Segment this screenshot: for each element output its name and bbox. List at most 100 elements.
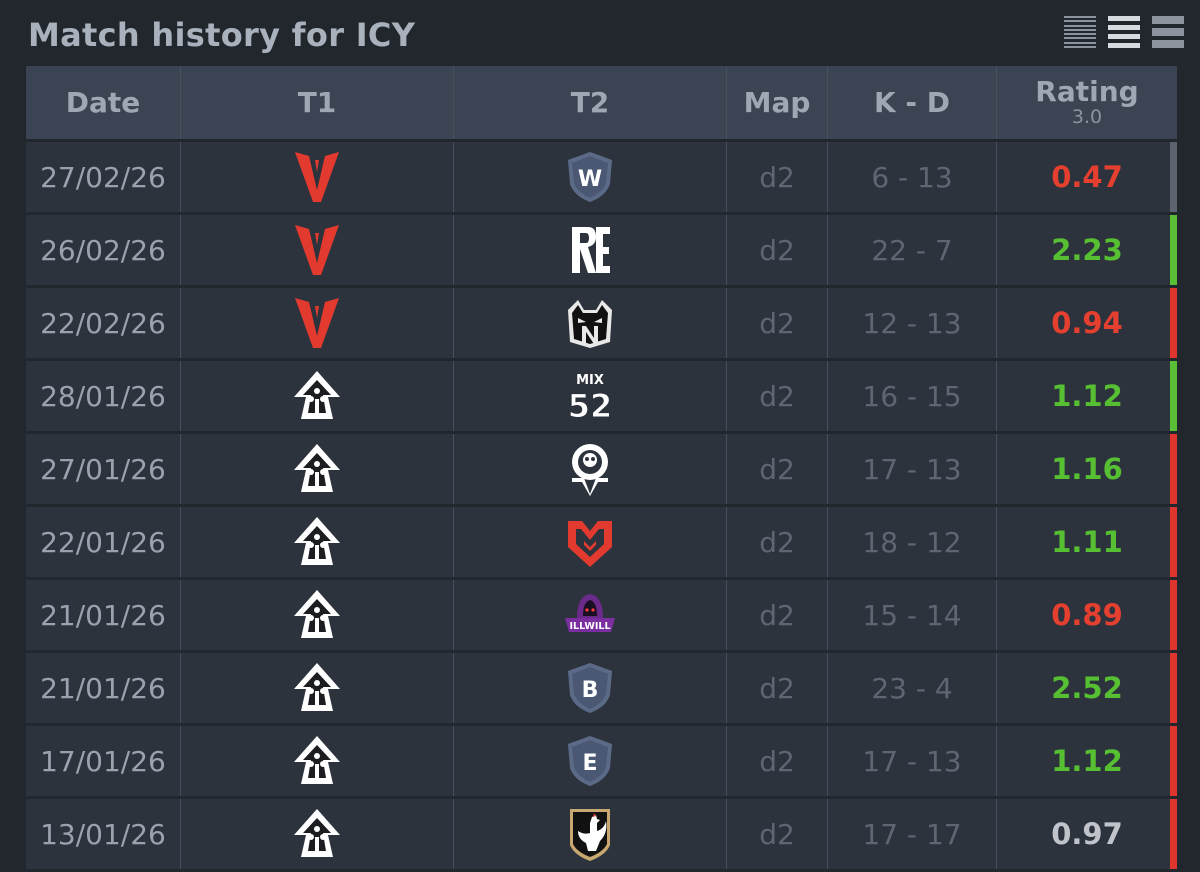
match-kd: 17 - 13 <box>828 434 996 504</box>
svg-text:B: B <box>582 678 599 703</box>
match-rating: 1.11 <box>1051 525 1123 559</box>
match-date: 21/01/26 <box>26 653 180 723</box>
t2-logo-cell[interactable] <box>454 799 726 869</box>
table-row[interactable]: 26/02/26 d2 22 - 7 2.23 <box>26 215 1177 285</box>
column-header-t2: T2 <box>454 66 726 139</box>
v-team-logo <box>293 223 341 277</box>
match-date: 27/02/26 <box>26 142 180 212</box>
column-header-kd[interactable]: K - D <box>828 66 996 139</box>
spade-team-logo <box>291 807 343 861</box>
svg-text:ILLWILL: ILLWILL <box>569 621 610 632</box>
omega-skull-logo <box>566 442 614 496</box>
match-kd: 15 - 14 <box>828 580 996 650</box>
match-rating: 0.89 <box>1051 598 1123 632</box>
t2-logo-cell[interactable] <box>454 288 726 358</box>
t1-logo-cell[interactable] <box>181 215 453 285</box>
t2-logo-cell[interactable]: MIX 52 <box>454 361 726 431</box>
match-date: 13/01/26 <box>26 799 180 869</box>
match-map: d2 <box>727 361 827 431</box>
match-rating: 2.52 <box>1051 671 1123 705</box>
rating-cell: 2.23 <box>997 215 1177 285</box>
normal-view-icon[interactable] <box>1108 16 1140 48</box>
match-kd: 17 - 13 <box>828 726 996 796</box>
match-map: d2 <box>727 799 827 869</box>
table-row[interactable]: 21/01/26 ILLWILL d2 15 - 14 0.89 <box>26 580 1177 650</box>
match-date: 17/01/26 <box>26 726 180 796</box>
result-indicator-bar <box>1170 142 1177 212</box>
match-date: 27/01/26 <box>26 434 180 504</box>
match-kd: 12 - 13 <box>828 288 996 358</box>
mix52-logo: MIX 52 <box>563 369 617 423</box>
match-map: d2 <box>727 580 827 650</box>
result-indicator-bar <box>1170 215 1177 285</box>
view-toggle-group <box>1064 16 1184 48</box>
rating-cell: 1.11 <box>997 507 1177 577</box>
spade-team-logo <box>291 734 343 788</box>
e-shield-logo: E <box>566 734 614 788</box>
t1-logo-cell[interactable] <box>181 653 453 723</box>
t2-logo-cell[interactable] <box>454 434 726 504</box>
t1-logo-cell[interactable] <box>181 507 453 577</box>
rating-header-label: Rating <box>1035 75 1139 108</box>
match-map: d2 <box>727 653 827 723</box>
match-history-table: Date T1 T2 Map K - D Rating 3.0 27/02/26… <box>26 66 1177 872</box>
match-rating: 0.94 <box>1051 306 1123 340</box>
rating-cell: 0.47 <box>997 142 1177 212</box>
column-header-t1: T1 <box>181 66 453 139</box>
match-rating: 1.16 <box>1051 452 1123 486</box>
result-indicator-bar <box>1170 507 1177 577</box>
match-map: d2 <box>727 726 827 796</box>
t2-logo-cell[interactable]: ILLWILL <box>454 580 726 650</box>
svg-text:E: E <box>582 751 597 776</box>
large-view-icon[interactable] <box>1152 16 1184 48</box>
t2-logo-cell[interactable]: W <box>454 142 726 212</box>
t1-logo-cell[interactable] <box>181 361 453 431</box>
match-rating: 0.97 <box>1051 817 1123 851</box>
result-indicator-bar <box>1170 653 1177 723</box>
t2-logo-cell[interactable]: B <box>454 653 726 723</box>
table-row[interactable]: 22/01/26 d2 18 - 12 1.11 <box>26 507 1177 577</box>
result-indicator-bar <box>1170 726 1177 796</box>
table-row[interactable]: 28/01/26 MIX 52 d2 16 - 15 1.12 <box>26 361 1177 431</box>
t2-logo-cell[interactable]: E <box>454 726 726 796</box>
t1-logo-cell[interactable] <box>181 142 453 212</box>
rating-cell: 1.12 <box>997 726 1177 796</box>
match-date: 22/01/26 <box>26 507 180 577</box>
table-row[interactable]: 13/01/26 d2 17 - 17 0.97 <box>26 799 1177 869</box>
column-header-rating[interactable]: Rating 3.0 <box>997 66 1177 139</box>
illwill-logo: ILLWILL <box>563 588 617 642</box>
table-row[interactable]: 27/01/26 d2 17 - 13 1.16 <box>26 434 1177 504</box>
t1-logo-cell[interactable] <box>181 434 453 504</box>
t1-logo-cell[interactable] <box>181 580 453 650</box>
rating-version-label: 3.0 <box>1071 106 1103 128</box>
match-date: 28/01/26 <box>26 361 180 431</box>
rating-cell: 1.12 <box>997 361 1177 431</box>
page-title: Match history for ICY <box>28 16 416 54</box>
w-shield-logo: W <box>566 150 614 204</box>
match-kd: 23 - 4 <box>828 653 996 723</box>
spade-team-logo <box>291 369 343 423</box>
match-kd: 17 - 17 <box>828 799 996 869</box>
v-team-logo <box>293 296 341 350</box>
table-row[interactable]: 22/02/26 d2 12 - 13 0.94 <box>26 288 1177 358</box>
result-indicator-bar <box>1170 799 1177 869</box>
rating-cell: 0.97 <box>997 799 1177 869</box>
mouz-logo <box>564 515 616 569</box>
match-kd: 22 - 7 <box>828 215 996 285</box>
re-team-logo <box>566 223 614 277</box>
t2-logo-cell[interactable] <box>454 507 726 577</box>
t2-logo-cell[interactable] <box>454 215 726 285</box>
match-map: d2 <box>727 142 827 212</box>
column-header-date[interactable]: Date <box>26 66 180 139</box>
spade-team-logo <box>291 515 343 569</box>
compact-view-icon[interactable] <box>1064 16 1096 48</box>
t1-logo-cell[interactable] <box>181 799 453 869</box>
match-date: 21/01/26 <box>26 580 180 650</box>
column-header-map[interactable]: Map <box>727 66 827 139</box>
t1-logo-cell[interactable] <box>181 288 453 358</box>
match-rating: 1.12 <box>1051 379 1123 413</box>
t1-logo-cell[interactable] <box>181 726 453 796</box>
